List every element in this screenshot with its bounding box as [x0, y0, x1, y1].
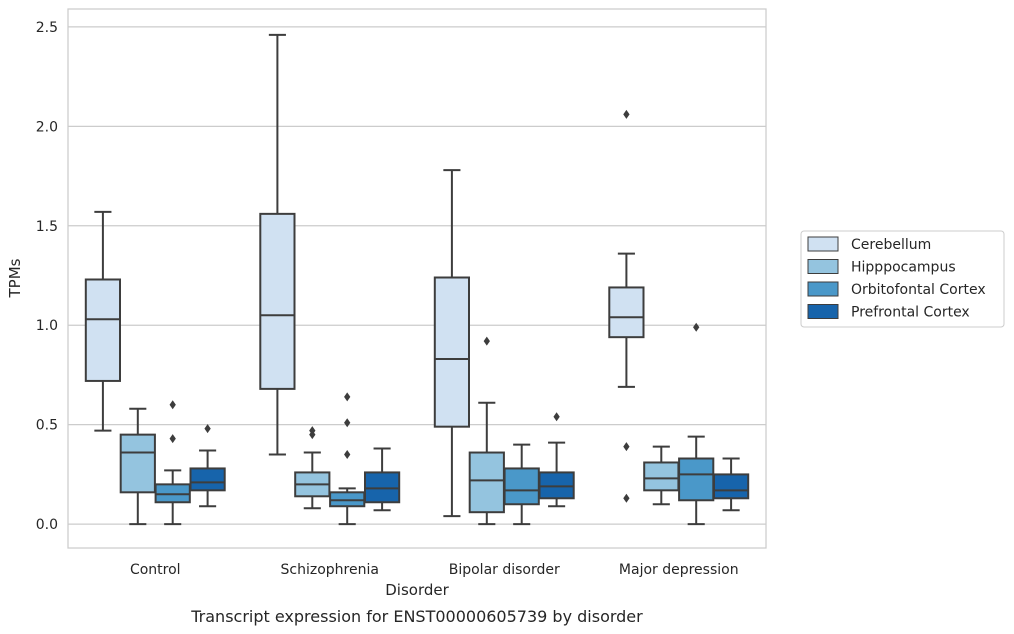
y-tick-label: 2.0: [36, 119, 58, 135]
box-body: [503, 467, 540, 506]
box-3-3: [712, 457, 750, 512]
x-axis-label: Disorder: [385, 581, 449, 599]
outlier-point: [204, 424, 211, 434]
box-2-2: [503, 443, 540, 526]
legend-swatch: [807, 304, 839, 319]
outlier-point: [693, 322, 700, 332]
outlier-point: [169, 434, 176, 444]
box-body: [712, 473, 750, 500]
box-0-1: [119, 407, 156, 526]
legend-swatch: [807, 236, 839, 252]
outlier-point: [483, 336, 490, 346]
legend-swatch: [807, 281, 839, 297]
outlier-point: [309, 430, 316, 440]
legend-swatch: [807, 259, 839, 274]
grid-lines: [68, 26, 766, 525]
legend-label: Orbitofontal Cortex: [851, 282, 986, 298]
outlier-point: [623, 109, 630, 119]
box-body: [468, 451, 505, 514]
outlier-point: [344, 450, 351, 460]
x-axis-ticks: Control Schizophrenia Bipolar disorder Majo…: [130, 562, 739, 578]
legend-label: Cerebellum: [851, 237, 931, 253]
box-body: [608, 286, 645, 339]
box-body: [433, 276, 471, 428]
box-layer: [84, 33, 750, 526]
y-axis-label: TPMs: [6, 258, 24, 298]
y-tick-label: 1.0: [36, 318, 58, 334]
box-1-2: [329, 392, 366, 526]
outlier-point: [169, 400, 176, 410]
box-0-0: [84, 210, 122, 432]
box-body: [84, 278, 122, 382]
x-tick-label: Bipolar disorder: [449, 562, 560, 578]
x-tick-label: Schizophrenia: [281, 562, 379, 578]
box-3-0: [608, 109, 645, 503]
x-tick-label: Major depression: [619, 562, 739, 578]
legend-items: Cerebellum Hipppocampus Orbitofontal Corte…: [807, 236, 986, 321]
box-1-3: [363, 447, 401, 512]
box-body: [119, 433, 156, 494]
box-3-2: [678, 322, 715, 526]
outlier-point: [623, 493, 630, 503]
legend-label: Hipppocampus: [851, 260, 956, 276]
box-body: [189, 467, 226, 492]
box-3-1: [643, 445, 680, 506]
outlier-point: [623, 442, 630, 452]
outlier-point: [344, 418, 351, 428]
box-body: [259, 212, 296, 390]
box-body: [678, 457, 715, 502]
box-0-3: [189, 424, 226, 508]
box-2-1: [468, 336, 505, 526]
y-tick-label: 1.5: [36, 219, 58, 235]
box-body: [643, 461, 680, 492]
x-tick-label: Control: [130, 562, 181, 578]
y-tick-label: 0.5: [36, 418, 58, 434]
box-0-2: [154, 400, 191, 526]
outlier-point: [344, 392, 351, 402]
box-1-0: [259, 33, 296, 456]
box-2-0: [433, 169, 471, 518]
legend-frame: [800, 230, 1005, 328]
box-1-1: [294, 426, 331, 510]
box-2-3: [538, 412, 575, 508]
legend: Cerebellum Hipppocampus Orbitofontal Corte…: [800, 230, 1005, 328]
y-tick-label: 2.5: [36, 20, 58, 36]
legend-label: Prefrontal Cortex: [851, 305, 970, 321]
outlier-point: [553, 412, 560, 422]
y-axis-ticks: 0.0 0.5 1.0 1.5 2.0 2.5: [36, 20, 58, 533]
y-tick-label: 0.0: [36, 517, 58, 533]
chart-caption: Transcript expression for ENST0000060573…: [190, 607, 643, 626]
plot-area-frame: [67, 8, 767, 549]
